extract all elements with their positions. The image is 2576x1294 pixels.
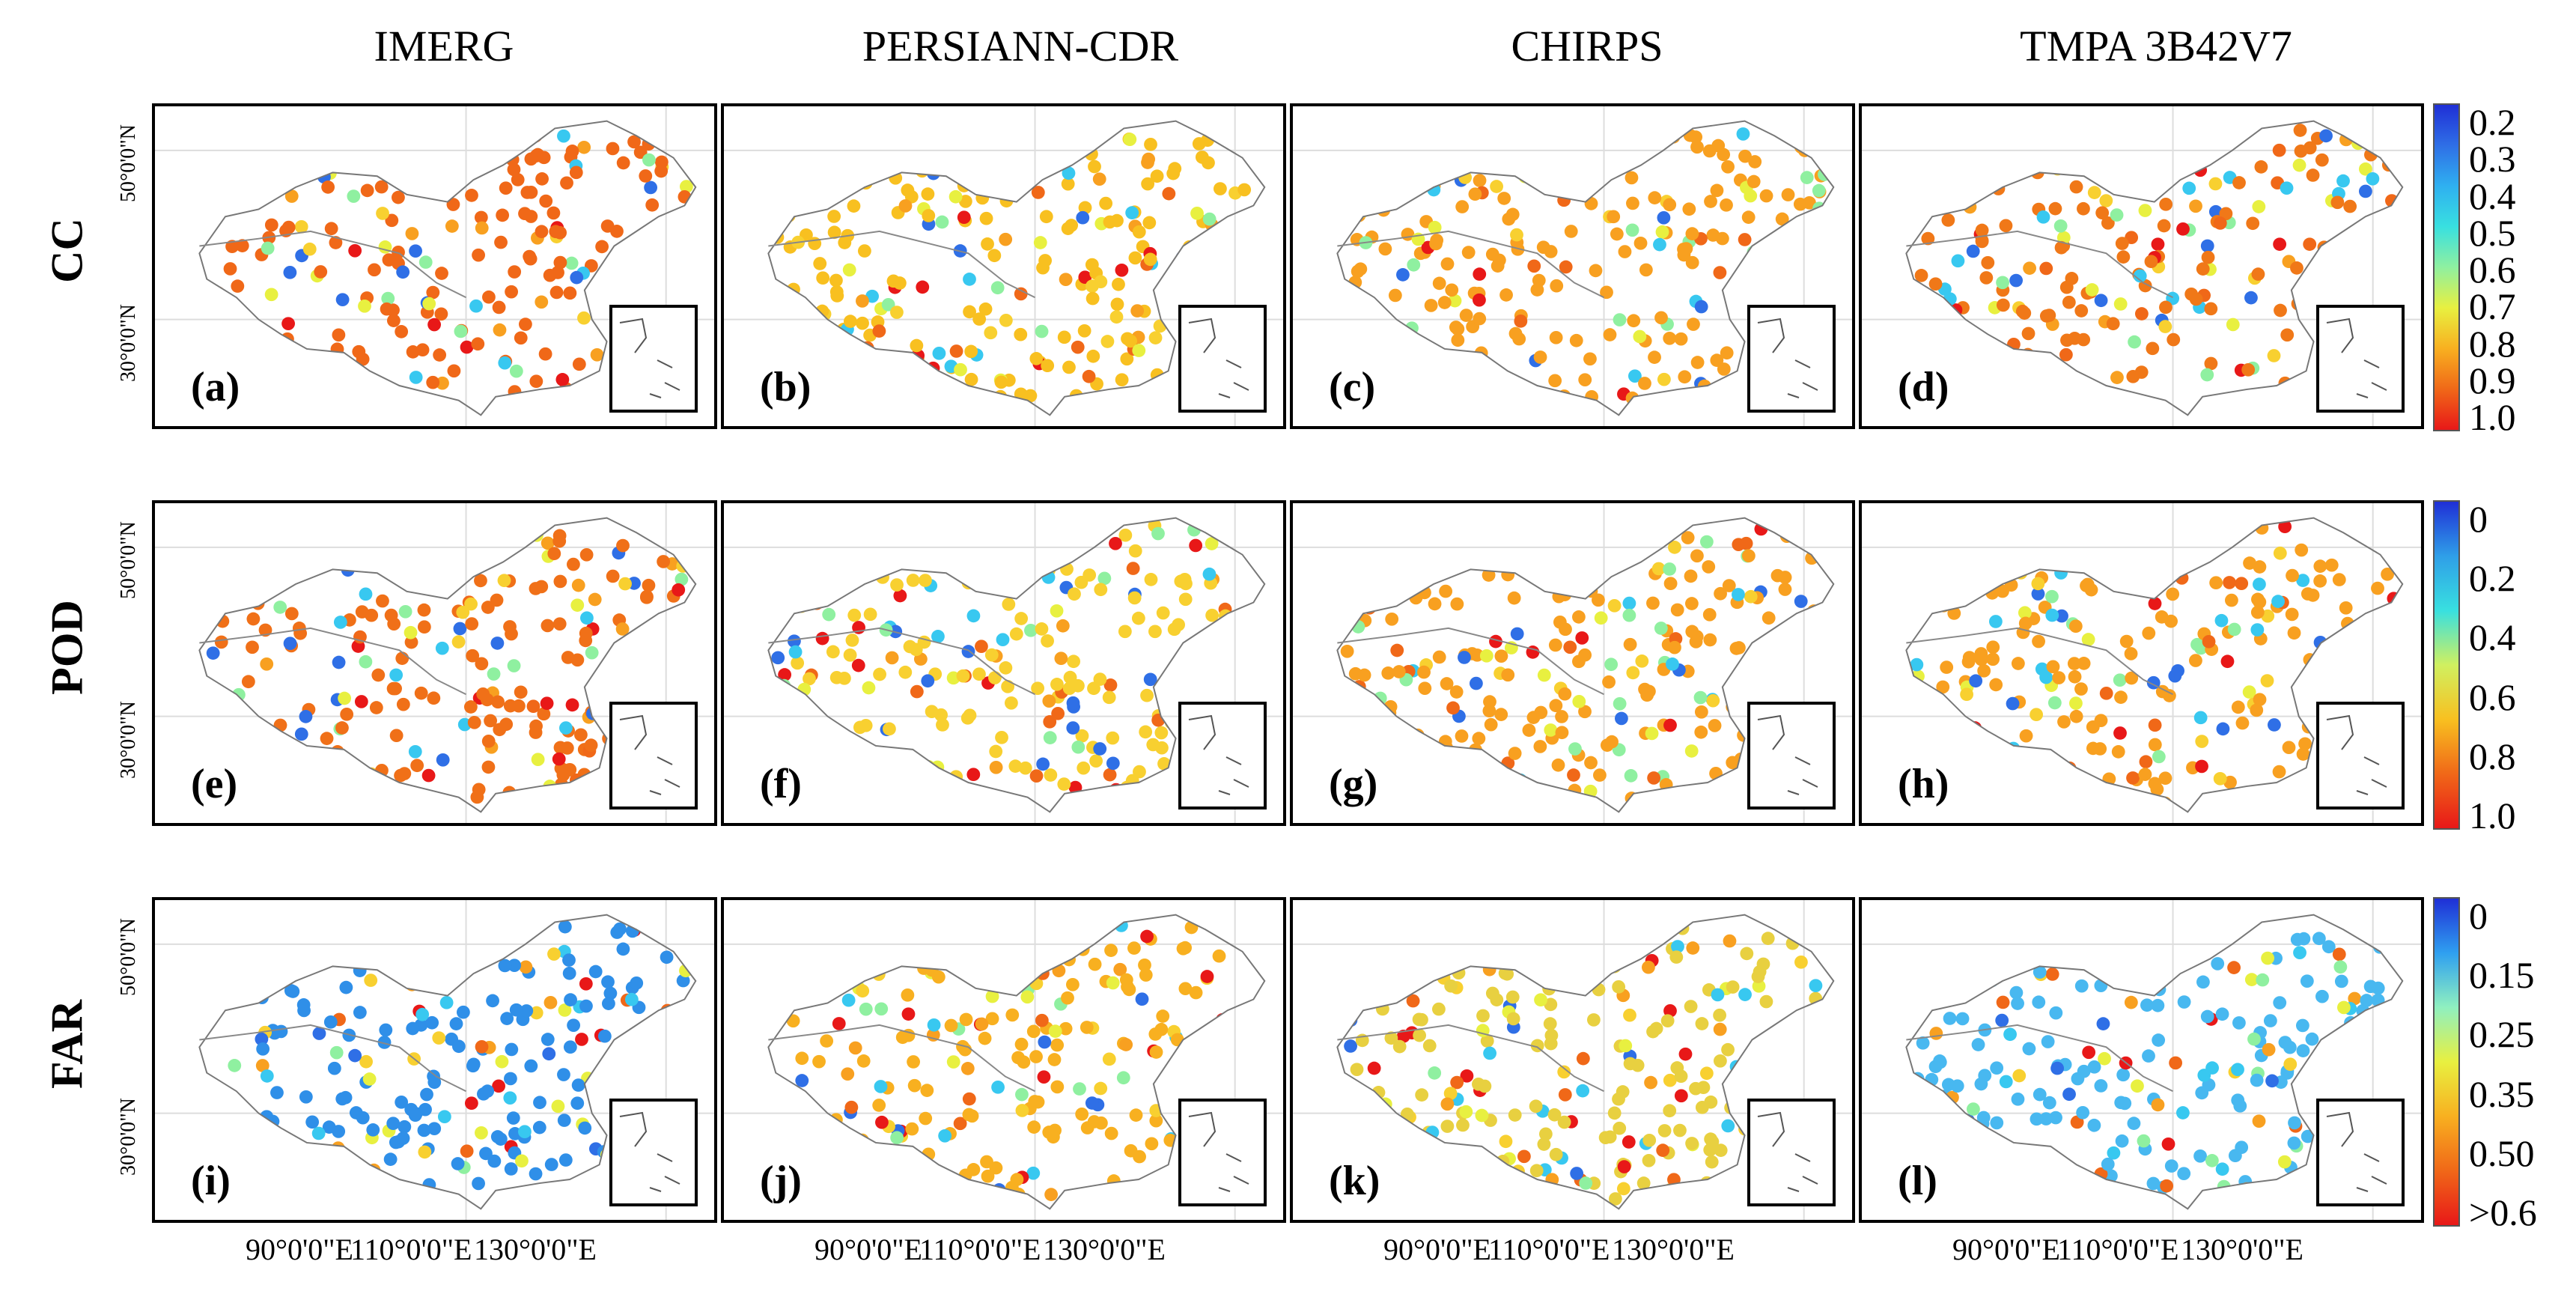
lat-label-50n: 50°0'0"N xyxy=(117,918,140,996)
lon-label: 90°0'0"E xyxy=(246,1233,353,1266)
panel-label: (f) xyxy=(760,761,802,807)
south-china-sea-inset xyxy=(1747,305,1836,413)
china-map xyxy=(724,900,1283,1220)
legend-cc-tick: 0.2 xyxy=(2469,101,2516,143)
map-panel-k: (k) xyxy=(1290,897,1855,1223)
lat-label-30n: 30°0'0"N xyxy=(117,304,140,382)
map-panel-g: (g) xyxy=(1290,500,1855,826)
lon-label: 90°0'0"E xyxy=(1952,1233,2060,1266)
south-china-sea-inset xyxy=(2316,305,2405,413)
legend-cc-tick: 0.7 xyxy=(2469,285,2516,328)
map-panel-j: (j) xyxy=(721,897,1286,1223)
column-title-imerg: IMERG xyxy=(374,22,514,70)
map-panel-h: (h) xyxy=(1859,500,2424,826)
legend-cc-tick: 1.0 xyxy=(2469,396,2516,438)
south-china-sea-inset xyxy=(609,305,698,413)
column-title-chirps: CHIRPS xyxy=(1511,22,1663,70)
lat-label-50n: 50°0'0"N xyxy=(117,124,140,202)
panel-label: (d) xyxy=(1898,364,1949,410)
legend-far-tick: 0.35 xyxy=(2469,1072,2535,1115)
lon-label: 90°0'0"E xyxy=(814,1233,922,1266)
china-map xyxy=(1293,503,1852,823)
south-china-sea-inset xyxy=(2316,1099,2405,1206)
south-china-sea-inset xyxy=(1178,305,1267,413)
panel-label: (g) xyxy=(1329,761,1378,807)
south-china-sea-inset xyxy=(1747,702,1836,809)
lat-label-30n: 30°0'0"N xyxy=(117,701,140,779)
lon-label: 130°0'0"E xyxy=(1043,1233,1166,1266)
lon-label: 110°0'0"E xyxy=(919,1233,1041,1266)
legend-cc-colorbar xyxy=(2433,103,2460,431)
legend-far-tick: 0.50 xyxy=(2469,1132,2535,1174)
legend-pod-tick: 0 xyxy=(2469,498,2488,540)
legend-pod-tick: 0.4 xyxy=(2469,616,2516,659)
panel-label: (e) xyxy=(191,761,238,807)
lat-label-50n: 50°0'0"N xyxy=(117,521,140,599)
lon-label: 130°0'0"E xyxy=(2181,1233,2304,1266)
lon-label: 130°0'0"E xyxy=(1612,1233,1735,1266)
lon-label: 110°0'0"E xyxy=(2057,1233,2179,1266)
china-map xyxy=(1293,900,1852,1220)
row-title-far: FAR xyxy=(42,1000,92,1089)
legend-pod-tick: 1.0 xyxy=(2469,795,2516,836)
map-panel-f: (f) xyxy=(721,500,1286,826)
legend-cc-tick: 0.4 xyxy=(2469,174,2516,217)
south-china-sea-inset xyxy=(1178,1099,1267,1206)
legend-cc-tick: 0.9 xyxy=(2469,359,2516,401)
lon-label: 110°0'0"E xyxy=(1488,1233,1610,1266)
legend-cc-tick: 0.6 xyxy=(2469,249,2516,291)
legend-far-tick: 0.15 xyxy=(2469,954,2535,997)
row-title-pod: POD xyxy=(42,600,92,695)
map-panel-b: (b) xyxy=(721,103,1286,429)
china-map xyxy=(155,503,714,823)
column-title-tmpa: TMPA 3B42V7 xyxy=(2020,22,2292,70)
lon-label: 130°0'0"E xyxy=(474,1233,597,1266)
lon-label: 110°0'0"E xyxy=(350,1233,472,1266)
panel-label: (h) xyxy=(1898,761,1949,807)
map-panel-l: (l) xyxy=(1859,897,2424,1223)
lon-label: 90°0'0"E xyxy=(1383,1233,1491,1266)
row-title-cc: CC xyxy=(42,218,92,283)
legend-far-tick: >0.6 xyxy=(2469,1191,2537,1233)
south-china-sea-inset xyxy=(609,702,698,809)
legend-pod-tick: 0.6 xyxy=(2469,675,2516,718)
panel-label: (l) xyxy=(1898,1158,1937,1204)
legend-cc-tick: 0.5 xyxy=(2469,211,2516,254)
map-panel-c: (c) xyxy=(1290,103,1855,429)
legend-pod-tick: 0.8 xyxy=(2469,735,2516,777)
panel-label: (k) xyxy=(1329,1158,1380,1204)
legend-pod-tick: 0.2 xyxy=(2469,557,2516,600)
map-panel-d: (d) xyxy=(1859,103,2424,429)
map-panel-e: (e) xyxy=(152,500,717,826)
china-map xyxy=(1293,106,1852,426)
south-china-sea-inset xyxy=(1747,1099,1836,1206)
panel-label: (j) xyxy=(760,1158,802,1204)
legend-far-tick: 0.25 xyxy=(2469,1013,2535,1056)
legend-far-colorbar xyxy=(2433,897,2460,1227)
panel-label: (i) xyxy=(191,1158,231,1204)
china-map xyxy=(155,106,714,426)
china-map xyxy=(1862,503,2421,823)
china-map xyxy=(1862,900,2421,1220)
map-panel-a: (a) xyxy=(152,103,717,429)
map-panel-i: (i) xyxy=(152,897,717,1223)
panel-label: (b) xyxy=(760,364,812,410)
panel-label: (c) xyxy=(1329,364,1376,410)
panel-label: (a) xyxy=(191,364,240,410)
legend-cc-tick: 0.8 xyxy=(2469,322,2516,365)
legend-cc-tick: 0.3 xyxy=(2469,138,2516,180)
china-map xyxy=(1862,106,2421,426)
south-china-sea-inset xyxy=(2316,702,2405,809)
column-title-persiann: PERSIANN-CDR xyxy=(862,22,1179,70)
legend-pod-colorbar xyxy=(2433,500,2460,830)
lat-label-30n: 30°0'0"N xyxy=(117,1098,140,1176)
legend-far-tick: 0 xyxy=(2469,895,2488,937)
south-china-sea-inset xyxy=(1178,702,1267,809)
south-china-sea-inset xyxy=(609,1099,698,1206)
